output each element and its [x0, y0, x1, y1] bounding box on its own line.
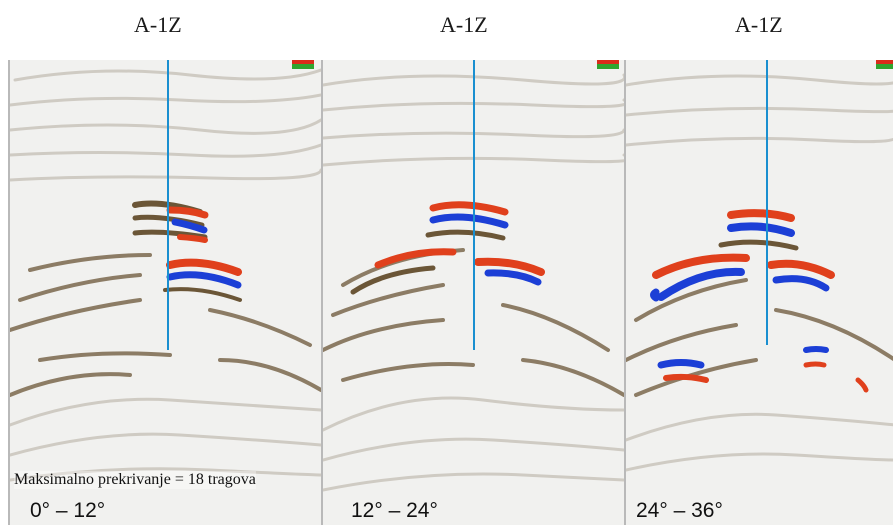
seismic-image	[10, 60, 321, 482]
seismic-image	[323, 60, 624, 492]
well-label: A-1Z	[134, 12, 182, 37]
angle-range-label: 24° – 36°	[636, 499, 723, 522]
seismic-section: 12° – 24°	[321, 60, 625, 525]
display-settings-icon[interactable]	[597, 60, 619, 69]
seismic-section: Maksimalno prekrivanje = 18 tragova 0° –…	[8, 60, 322, 525]
angle-range-label: 12° – 24°	[351, 499, 438, 522]
angle-range-label: 0° – 12°	[30, 499, 106, 522]
well-label: A-1Z	[440, 12, 488, 37]
display-settings-icon[interactable]	[876, 60, 893, 69]
well-label: A-1Z	[735, 12, 783, 37]
seismic-image	[626, 60, 893, 472]
display-settings-icon[interactable]	[292, 60, 314, 69]
seismic-section: 24° – 36°	[624, 60, 893, 525]
fold-note: Maksimalno prekrivanje = 18 tragova	[14, 471, 256, 489]
